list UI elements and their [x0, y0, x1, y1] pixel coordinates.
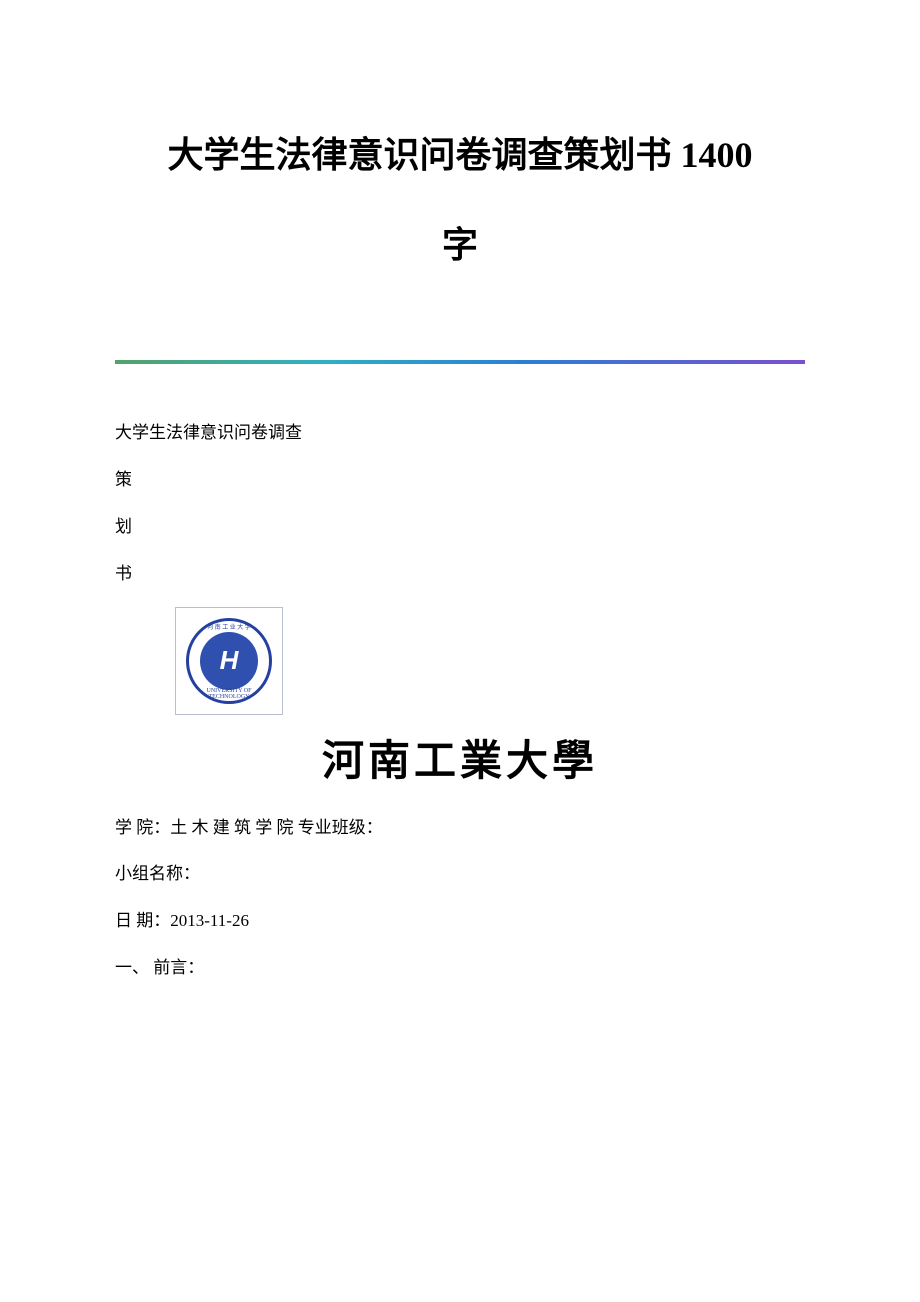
logo-emblem: 河 南 工 业 大 学 H UNIVERSITY OF TECHNOLOGY [186, 618, 272, 704]
char-ce: 策 [115, 466, 805, 495]
section-preface: 一、 前言： [115, 954, 805, 983]
logo-inner-circle: H [200, 632, 258, 690]
group-line: 小组名称： [115, 860, 805, 889]
logo-letter: H [220, 645, 239, 676]
document-title-line1: 大学生法律意识问卷调查策划书 1400 [115, 110, 805, 200]
document-title-line2: 字 [115, 200, 805, 290]
logo-ring-top-text: 河 南 工 业 大 学 [189, 622, 269, 631]
char-shu: 书 [115, 560, 805, 589]
college-line: 学 院：土 木 建 筑 学 院 专业班级： [115, 814, 805, 843]
char-hua: 划 [115, 513, 805, 542]
logo-ring-bottom-text: UNIVERSITY OF TECHNOLOGY [189, 688, 269, 700]
intro-line: 大学生法律意识问卷调查 [115, 419, 805, 448]
university-logo: 河 南 工 业 大 学 H UNIVERSITY OF TECHNOLOGY [175, 607, 283, 715]
university-name: 河南工業大學 [115, 727, 805, 788]
gradient-divider [115, 360, 805, 364]
date-line: 日 期：2013-11-26 [115, 907, 805, 936]
